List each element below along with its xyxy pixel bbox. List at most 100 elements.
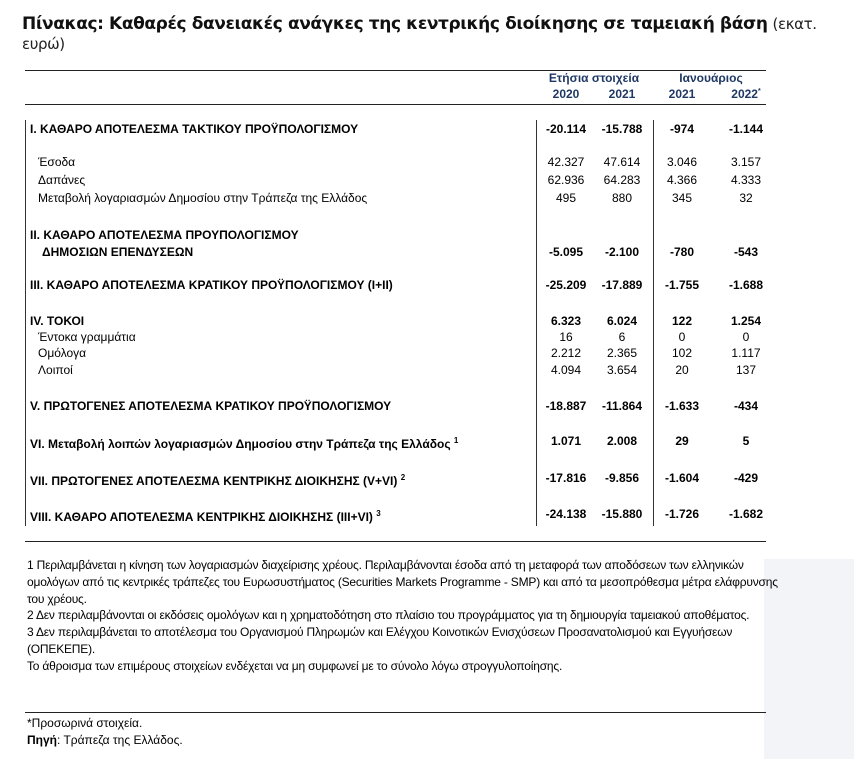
cell-value: 3.654: [606, 363, 638, 377]
cell-value: -20.114: [545, 122, 587, 136]
cell-value: 122: [671, 314, 693, 328]
table-row: VIII. ΚΑΘΑΡΟ ΑΠΟΤΕΛΕΣΜΑ ΚΕΝΤΡΙΚΗΣ ΔΙΟΙΚΗ…: [0, 506, 854, 524]
cell-value: 29: [675, 434, 689, 448]
footnotes: 1 Περιλαμβάνεται η κίνηση των λογαριασμώ…: [27, 557, 787, 675]
cell-value: 3.157: [730, 155, 762, 169]
cell-value: -11.864: [601, 399, 643, 413]
row-label: VIII. ΚΑΘΑΡΟ ΑΠΟΤΕΛΕΣΜΑ ΚΕΝΤΡΙΚΗΣ ΔΙΟΙΚΗ…: [30, 509, 381, 524]
header-col-jan-2021: 2021: [668, 87, 696, 101]
provisional-note: *Προσωρινά στοιχεία.: [27, 716, 143, 730]
cell-value: -1.604: [664, 471, 700, 485]
cell-value: 2.212: [550, 346, 582, 360]
row-label: IV. ΤΟΚΟΙ: [30, 314, 85, 328]
cell-value: -17.816: [545, 471, 587, 485]
table-row: III. ΚΑΘΑΡΟ ΑΠΟΤΕΛΕΣΜΑ ΚΡΑΤΙΚΟΥ ΠΡΟΫΠΟΛΟ…: [0, 277, 854, 293]
cell-value: -974: [669, 122, 695, 136]
header-col-2021: 2021: [608, 87, 636, 101]
cell-value: -24.138: [545, 507, 587, 521]
cell-value: -15.788: [601, 122, 643, 136]
cell-value: 4.094: [550, 363, 582, 377]
row-label: III. ΚΑΘΑΡΟ ΑΠΟΤΕΛΕΣΜΑ ΚΡΑΤΙΚΟΥ ΠΡΟΫΠΟΛΟ…: [30, 278, 393, 292]
table-row: IV. ΤΟΚΟΙ 6.323 6.024 122 1.254: [0, 313, 854, 329]
column-divider: [536, 120, 537, 526]
row-label: I. ΚΑΘΑΡΟ ΑΠΟΤΕΛΕΣΜΑ ΤΑΚΤΙΚΟΥ ΠΡΟΫΠΟΛΟΓΙ…: [30, 122, 359, 136]
cell-value: 6.323: [550, 314, 582, 328]
row-label: Έντοκα γραμμάτια: [38, 330, 136, 344]
cell-value: -434: [733, 399, 759, 413]
row-label: Μεταβολή λογαριασμών Δημοσίου στην Τράπε…: [38, 191, 368, 205]
table-row: Έσοδα 42.327 47.614 3.046 3.157: [0, 154, 854, 170]
header-annual: Ετήσια στοιχεία: [548, 71, 640, 85]
cell-value: -1.726: [664, 507, 700, 521]
row-label: Λοιποί: [38, 363, 73, 377]
cell-value: -429: [733, 471, 759, 485]
header-col-2020: 2020: [552, 87, 580, 101]
cell-value: -780: [669, 245, 695, 259]
cell-value: 2.365: [606, 346, 638, 360]
row-label: Δαπάνες: [38, 173, 86, 187]
cell-value: 20: [675, 363, 689, 377]
table-left-border: [25, 120, 26, 526]
footnote-1: 1 Περιλαμβάνεται η κίνηση των λογαριασμώ…: [27, 558, 778, 606]
row-label: II. ΚΑΘΑΡΟ ΑΠΟΤΕΛΕΣΜΑ ΠΡΟΥΠΟΛΟΓΙΣΜΟΥ ΔΗΜΟ…: [30, 228, 299, 259]
cell-value: -1.688: [728, 278, 764, 292]
cell-value: -15.880: [601, 507, 643, 521]
header-col-jan-2022: 2022*: [731, 87, 761, 101]
cell-value: -2.100: [604, 245, 640, 259]
row-label: V. ΠΡΩΤΟΓΕΝΕΣ ΑΠΟΤΕΛΕΣΜΑ ΚΡΑΤΙΚΟΥ ΠΡΟΫΠΟ…: [30, 399, 392, 413]
table-top-rule: [25, 70, 766, 71]
row-label: VI. Μεταβολή λοιπών λογαριασμών Δημοσίου…: [30, 436, 459, 451]
table-row: V. ΠΡΩΤΟΓΕΝΕΣ ΑΠΟΤΕΛΕΣΜΑ ΚΡΑΤΙΚΟΥ ΠΡΟΫΠΟ…: [0, 398, 854, 414]
table-row: II. ΚΑΘΑΡΟ ΑΠΟΤΕΛΕΣΜΑ ΠΡΟΥΠΟΛΟΓΙΣΜΟΥ ΔΗΜΟ…: [0, 227, 854, 259]
table-row: Ομόλογα 2.212 2.365 102 1.117: [0, 345, 854, 361]
cell-value: 1.071: [550, 434, 582, 448]
cell-value: 137: [735, 363, 757, 377]
cell-value: 64.283: [603, 173, 641, 187]
cell-value: 32: [739, 191, 753, 205]
cell-value: -25.209: [545, 278, 587, 292]
cell-value: 4.366: [666, 173, 698, 187]
row-label: VII. ΠΡΩΤΟΓΕΝΕΣ ΑΠΟΤΕΛΕΣΜΑ ΚΕΝΤΡΙΚΗΣ ΔΙΟ…: [30, 473, 406, 488]
column-divider: [653, 120, 654, 526]
cell-value: 0: [678, 330, 686, 344]
table-row: Έντοκα γραμμάτια 16 6 0 0: [0, 329, 854, 345]
row-label: Έσοδα: [38, 155, 76, 169]
cell-value: 62.936: [547, 173, 585, 187]
cell-value: 6.024: [606, 314, 638, 328]
row-label: Ομόλογα: [38, 346, 87, 360]
cell-value: 0: [742, 330, 750, 344]
footnote-rule: [25, 712, 766, 713]
table-row: VII. ΠΡΩΤΟΓΕΝΕΣ ΑΠΟΤΕΛΕΣΜΑ ΚΕΝΤΡΙΚΗΣ ΔΙΟ…: [0, 470, 854, 488]
cell-value: 880: [611, 191, 633, 205]
cell-value: 102: [671, 346, 693, 360]
cell-value: -1.633: [664, 399, 700, 413]
cell-value: -1.144: [728, 122, 764, 136]
header-january: Ιανουάριος: [679, 71, 743, 85]
footnote-3: 3 Δεν περιλαμβάνεται το αποτέλεσμα του Ο…: [27, 625, 733, 656]
cell-value: -17.889: [601, 278, 643, 292]
cell-value: 495: [555, 191, 577, 205]
cell-value: -9.856: [604, 471, 640, 485]
cell-value: 2.008: [606, 434, 638, 448]
cell-value: 345: [671, 191, 693, 205]
footnote-rounding: Το άθροισμα των επιμέρους στοιχείων ενδέ…: [27, 658, 563, 673]
table-row: Μεταβολή λογαριασμών Δημοσίου στην Τράπε…: [0, 190, 854, 206]
cell-value: 4.333: [730, 173, 762, 187]
cell-value: 5: [742, 434, 750, 448]
cell-value: 3.046: [666, 155, 698, 169]
table-row: Δαπάνες 62.936 64.283 4.366 4.333: [0, 172, 854, 188]
cell-value: -5.095: [548, 245, 584, 259]
cell-value: 16: [559, 330, 573, 344]
cell-value: 1.117: [731, 346, 761, 360]
table-row: Λοιποί 4.094 3.654 20 137: [0, 362, 854, 378]
table-row: VI. Μεταβολή λοιπών λογαριασμών Δημοσίου…: [0, 433, 854, 451]
background-decoration: [764, 559, 854, 759]
table-row: I. ΚΑΘΑΡΟ ΑΠΟΤΕΛΕΣΜΑ ΤΑΚΤΙΚΟΥ ΠΡΟΫΠΟΛΟΓΙ…: [0, 121, 854, 137]
cell-value: 47.614: [603, 155, 641, 169]
source-block: *Προσωρινά στοιχεία. Πηγή: Τράπεζα της Ε…: [27, 715, 183, 749]
cell-value: 1.254: [730, 314, 762, 328]
cell-value: -1.755: [664, 278, 700, 292]
cell-value: 42.327: [547, 155, 585, 169]
footnote-2: 2 Δεν περιλαμβάνονται οι εκδόσεις ομολόγ…: [27, 608, 750, 623]
table-bottom-rule: [25, 541, 766, 542]
